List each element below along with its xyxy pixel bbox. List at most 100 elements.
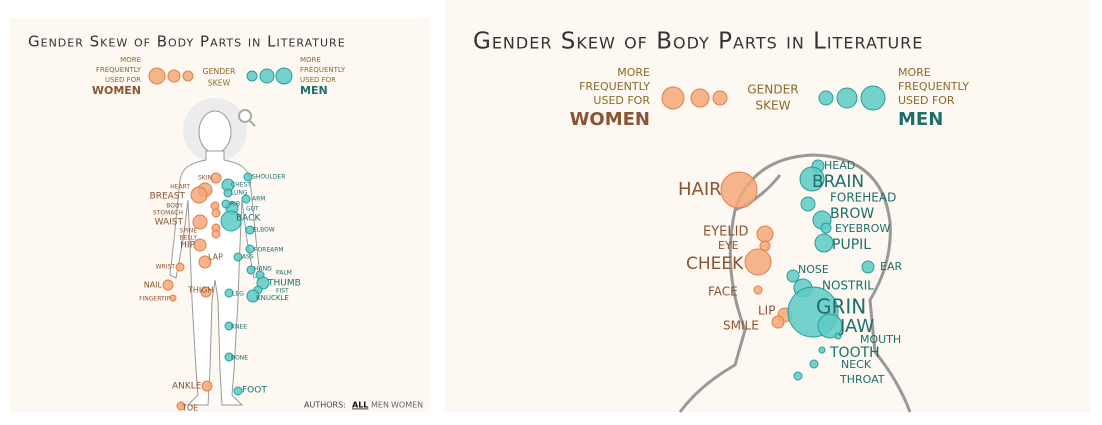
men-part-label: FOREHEAD — [830, 191, 896, 205]
men-part-label: RIB — [230, 201, 240, 208]
skew-circle — [809, 359, 819, 369]
men-part-label: NECK — [841, 358, 872, 371]
author-filter[interactable]: WOMEN — [391, 401, 423, 410]
women-part-label: THIGH — [187, 286, 213, 295]
women-part-label: SMILE — [723, 319, 759, 333]
skew-circle — [860, 85, 886, 111]
skew-circle — [834, 332, 842, 340]
men-part-label: NOSTRIL — [822, 279, 874, 293]
skew-circle — [211, 208, 221, 218]
legend-women: WOMEN — [92, 84, 141, 97]
skew-circle — [817, 313, 843, 339]
men-part-label: EYEBROW — [835, 222, 890, 235]
skew-circle — [259, 68, 275, 84]
legend-men: MEN — [300, 84, 328, 97]
skew-circle — [182, 70, 194, 82]
women-part-label: FINGERTIP — [139, 296, 170, 303]
skew-circle — [814, 233, 834, 253]
skew-circle — [712, 90, 728, 106]
men-part-label: BACK — [236, 214, 261, 224]
women-part-label: TOE — [181, 404, 198, 413]
skew-circle — [793, 371, 803, 381]
men-part-label: THUMB — [267, 279, 301, 289]
skew-circle — [799, 166, 825, 192]
skew-circle — [224, 288, 234, 298]
authors-label: AUTHORS: — [304, 401, 346, 410]
women-part-label: BODY — [166, 203, 183, 210]
women-part-label: CHEEK — [686, 254, 744, 274]
women-part-label: STOMACH — [153, 210, 183, 217]
skew-circle — [176, 401, 186, 411]
skew-circle — [167, 69, 181, 83]
men-part-label: BROW — [830, 206, 874, 222]
skew-circle — [861, 260, 875, 274]
skew-circle — [818, 346, 826, 354]
skew-circle — [246, 289, 260, 303]
men-part-label: HAND — [254, 266, 272, 273]
men-part-label: EAR — [880, 260, 902, 273]
legend-skew: SKEW — [208, 79, 231, 88]
skew-circle — [223, 188, 233, 198]
author-filter[interactable]: ALL — [352, 401, 368, 410]
skew-circle — [275, 67, 293, 85]
men-part-label: GUT — [246, 206, 259, 213]
skew-circle — [193, 238, 207, 252]
men-part-label: FOREARM — [254, 247, 284, 254]
skew-circle — [148, 67, 166, 85]
legend-note: MORE — [898, 66, 931, 79]
legend-women: WOMEN — [570, 109, 650, 130]
legend-skew: GENDER — [203, 67, 236, 76]
men-part-label: ELBOW — [253, 227, 275, 234]
skew-circle — [818, 90, 834, 106]
men-part-label: THROAT — [839, 373, 885, 386]
legend-note: FREQUENTLY — [898, 80, 969, 93]
women-part-label: BREAST — [150, 192, 186, 202]
legend-skew: SKEW — [755, 99, 790, 113]
women-part-label: SKIN — [198, 175, 212, 182]
men-part-label: TOOTH — [829, 345, 880, 361]
title: Gender Skew of Body Parts in Literature — [473, 29, 923, 55]
skew-circle — [211, 229, 221, 239]
women-part-label: HIP — [180, 241, 195, 251]
legend-skew: GENDER — [747, 83, 799, 97]
women-part-label: SPINE — [180, 228, 198, 235]
skew-circle — [753, 285, 763, 295]
magnifier-icon — [238, 109, 252, 123]
skew-circle — [192, 214, 208, 230]
women-part-label: NAIL — [144, 281, 163, 290]
men-part-label: PUPIL — [832, 237, 871, 253]
women-part-label: BELLY — [180, 235, 198, 242]
skew-circle — [233, 252, 243, 262]
men-part-label: NOSE — [798, 263, 829, 276]
skew-circle — [190, 186, 208, 204]
women-part-label: WRIST — [156, 264, 176, 271]
legend-note: FREQUENTLY — [96, 66, 142, 74]
legend-note: USED FOR — [898, 94, 955, 107]
legend-note: FREQUENTLY — [300, 66, 346, 74]
labels: Gender Skew of Body Parts in Literature … — [28, 29, 923, 55]
men-part-label: JAW — [839, 316, 874, 337]
skew-circle — [771, 315, 785, 329]
skew-circle — [661, 86, 685, 110]
men-part-label: FOOT — [242, 386, 267, 396]
skew-circle — [200, 286, 212, 298]
skew-circle — [210, 172, 222, 184]
men-part-label: BONE — [231, 355, 248, 362]
legend-note: USED FOR — [593, 94, 650, 107]
figure-head — [198, 110, 232, 154]
legend-note: MORE — [120, 56, 141, 64]
author-filter[interactable]: MEN — [371, 401, 389, 410]
women-part-label: HEART — [170, 184, 190, 191]
men-part-label: ARM — [252, 196, 265, 203]
skew-circle — [245, 244, 255, 254]
head-outline — [678, 153, 912, 413]
women-part-label: EYE — [718, 239, 739, 252]
men-part-label: LEG — [232, 291, 244, 298]
skew-circle — [241, 194, 251, 204]
skew-circle — [756, 225, 774, 243]
skew-circle — [169, 294, 177, 302]
skew-circle — [233, 386, 243, 396]
skew-circle — [224, 352, 234, 362]
men-part-label: KNUCKLE — [256, 294, 289, 302]
